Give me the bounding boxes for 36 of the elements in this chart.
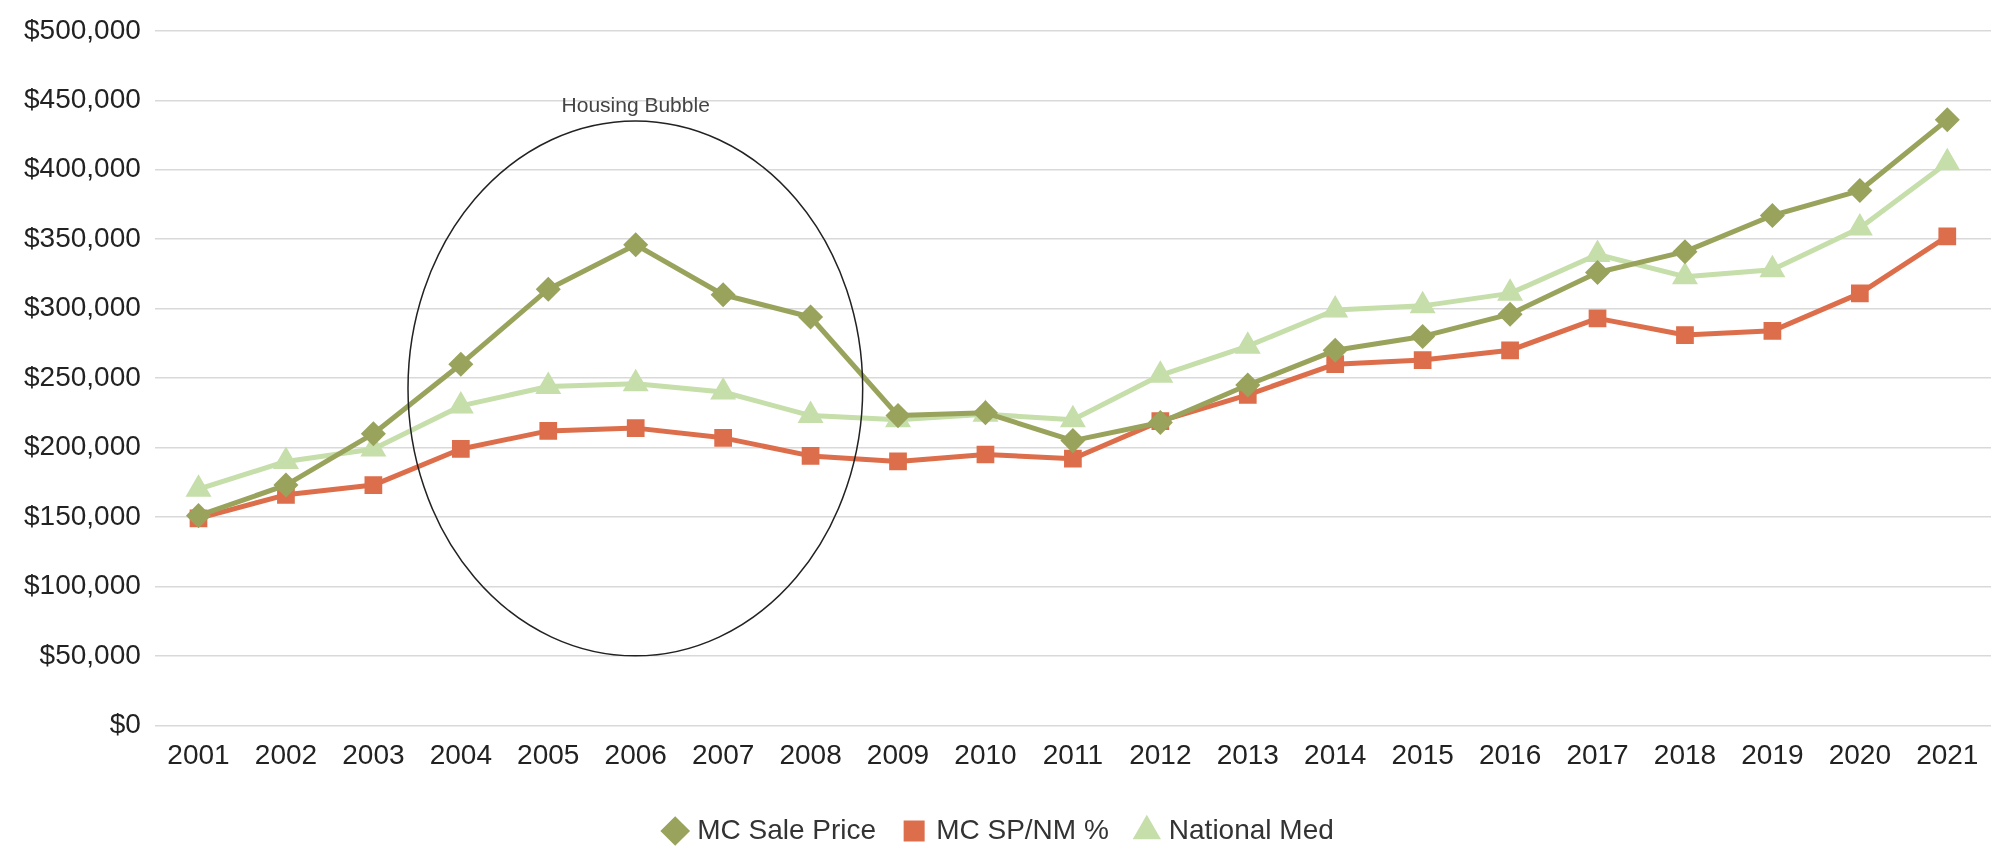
x-tick-label: 2014: [1304, 738, 1367, 770]
y-tick-label: $400,000: [23, 152, 141, 184]
x-tick-label: 2008: [779, 738, 842, 770]
x-tick-label: 2003: [342, 738, 405, 770]
x-tick-label: 2006: [604, 738, 667, 770]
y-tick-label: $200,000: [23, 430, 141, 462]
x-tick-label: 2001: [167, 738, 230, 770]
x-tick-label: 2013: [1216, 738, 1279, 770]
legend-label: National Med: [1168, 813, 1334, 845]
y-tick-label: $300,000: [23, 291, 141, 323]
x-tick-label: 2016: [1478, 738, 1542, 770]
x-tick-label: 2009: [866, 738, 930, 770]
x-tick-label: 2010: [954, 738, 1017, 770]
y-tick-label: $350,000: [23, 221, 141, 253]
x-tick-label: 2020: [1828, 738, 1891, 770]
y-tick-label: $0: [109, 708, 141, 740]
x-tick-label: 2007: [691, 738, 755, 770]
x-tick-label: 2012: [1129, 738, 1192, 770]
x-tick-label: 2021: [1916, 738, 1979, 770]
x-tick-label: 2004: [429, 738, 492, 770]
y-tick-label: $500,000: [23, 13, 141, 45]
x-tick-label: 2018: [1653, 738, 1717, 770]
annotation: Housing Bubble: [561, 93, 710, 118]
x-tick-label: 2005: [517, 738, 580, 770]
legend-label: MC SP/NM %: [936, 813, 1109, 845]
x-tick-label: 2019: [1741, 738, 1804, 770]
y-tick-label: $100,000: [23, 569, 141, 601]
x-tick-label: 2017: [1566, 738, 1629, 770]
y-tick-label: $150,000: [23, 499, 141, 531]
y-tick-label: $250,000: [23, 360, 141, 392]
x-tick-label: 2011: [1042, 738, 1103, 770]
x-tick-label: 2015: [1391, 738, 1454, 770]
x-tick-label: 2002: [254, 738, 318, 770]
y-tick-label: $50,000: [39, 638, 141, 670]
legend-label: MC Sale Price: [697, 813, 877, 845]
y-tick-label: $450,000: [23, 82, 141, 114]
